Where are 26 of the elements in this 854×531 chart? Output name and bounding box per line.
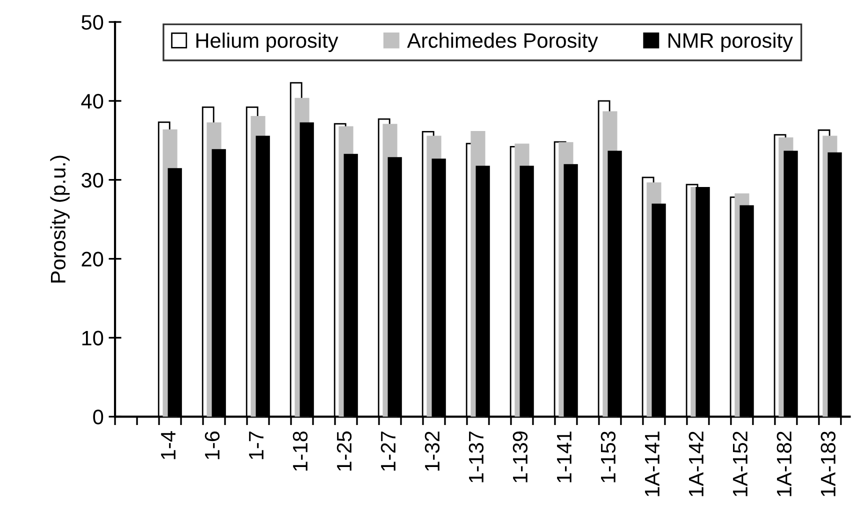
legend-label: NMR porosity bbox=[668, 32, 793, 52]
x-tick-label: 1-7 bbox=[249, 432, 264, 460]
x-tick-label: 1-25 bbox=[336, 431, 352, 471]
y-tick-label: 30 bbox=[82, 172, 104, 188]
x-tick-label: 1-18 bbox=[292, 431, 308, 471]
x-tick-label: 1A-152 bbox=[732, 432, 748, 496]
x-tick-label: 1A-141 bbox=[645, 432, 660, 496]
y-tick-label: 10 bbox=[82, 330, 104, 346]
legend-label: Archimedes Porosity bbox=[407, 32, 598, 52]
y-tick-label: 50 bbox=[82, 14, 104, 30]
x-tick-label: 1-6 bbox=[204, 431, 220, 460]
x-tick-label: 1-139 bbox=[512, 432, 528, 482]
x-tick-label: 1-32 bbox=[424, 432, 440, 471]
x-tick-label: 1-27 bbox=[380, 432, 396, 471]
y-tick-label: 0 bbox=[93, 410, 104, 424]
y-tick-label: 40 bbox=[81, 94, 104, 109]
y-axis-title: Porosity (p.u.) bbox=[50, 156, 70, 282]
x-tick-label: 1-137 bbox=[468, 432, 484, 482]
x-tick-label: 1A-182 bbox=[776, 432, 792, 496]
x-tick-label: 1-153 bbox=[600, 431, 616, 482]
y-tick-label: 20 bbox=[82, 252, 104, 267]
x-tick-label: 1-141 bbox=[557, 432, 572, 482]
legend-label: Helium porosity bbox=[196, 32, 338, 52]
x-tick-label: 1A-142 bbox=[688, 432, 704, 496]
x-tick-label: 1A-183 bbox=[820, 431, 836, 496]
x-tick-label: 1-4 bbox=[161, 431, 176, 460]
